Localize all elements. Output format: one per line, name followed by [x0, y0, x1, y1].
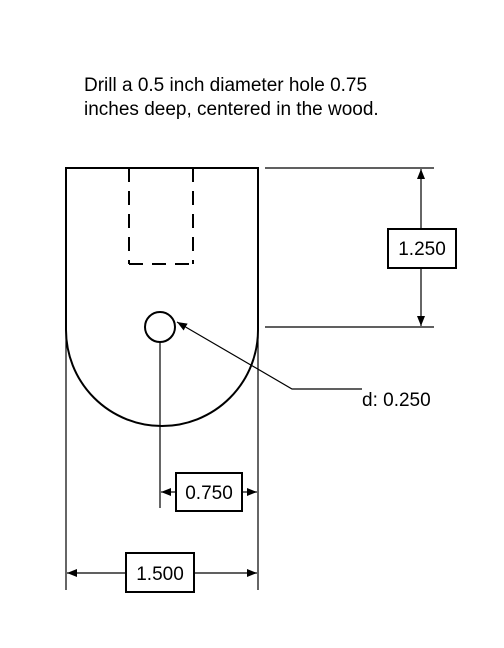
part-outline: [65, 167, 259, 427]
hole-offset-dimension: [159, 342, 257, 508]
hole-offset-label-box: [175, 472, 243, 512]
height-label: 1.250: [398, 239, 446, 260]
width-dimension: [65, 330, 259, 590]
hidden-hole-lines: [128, 168, 194, 265]
hole-circle: [144, 311, 176, 343]
height-dimension: [265, 167, 434, 328]
width-label: 1.500: [136, 564, 184, 585]
drill-instruction: Drill a 0.5 inch diameter hole 0.75 inch…: [84, 75, 379, 120]
hole-diameter-label: d: 0.250: [362, 390, 431, 411]
hole-offset-label: 0.750: [185, 483, 233, 504]
hole-leader-line: [176, 321, 362, 390]
height-label-box: [387, 228, 457, 269]
width-label-box: [125, 552, 195, 593]
